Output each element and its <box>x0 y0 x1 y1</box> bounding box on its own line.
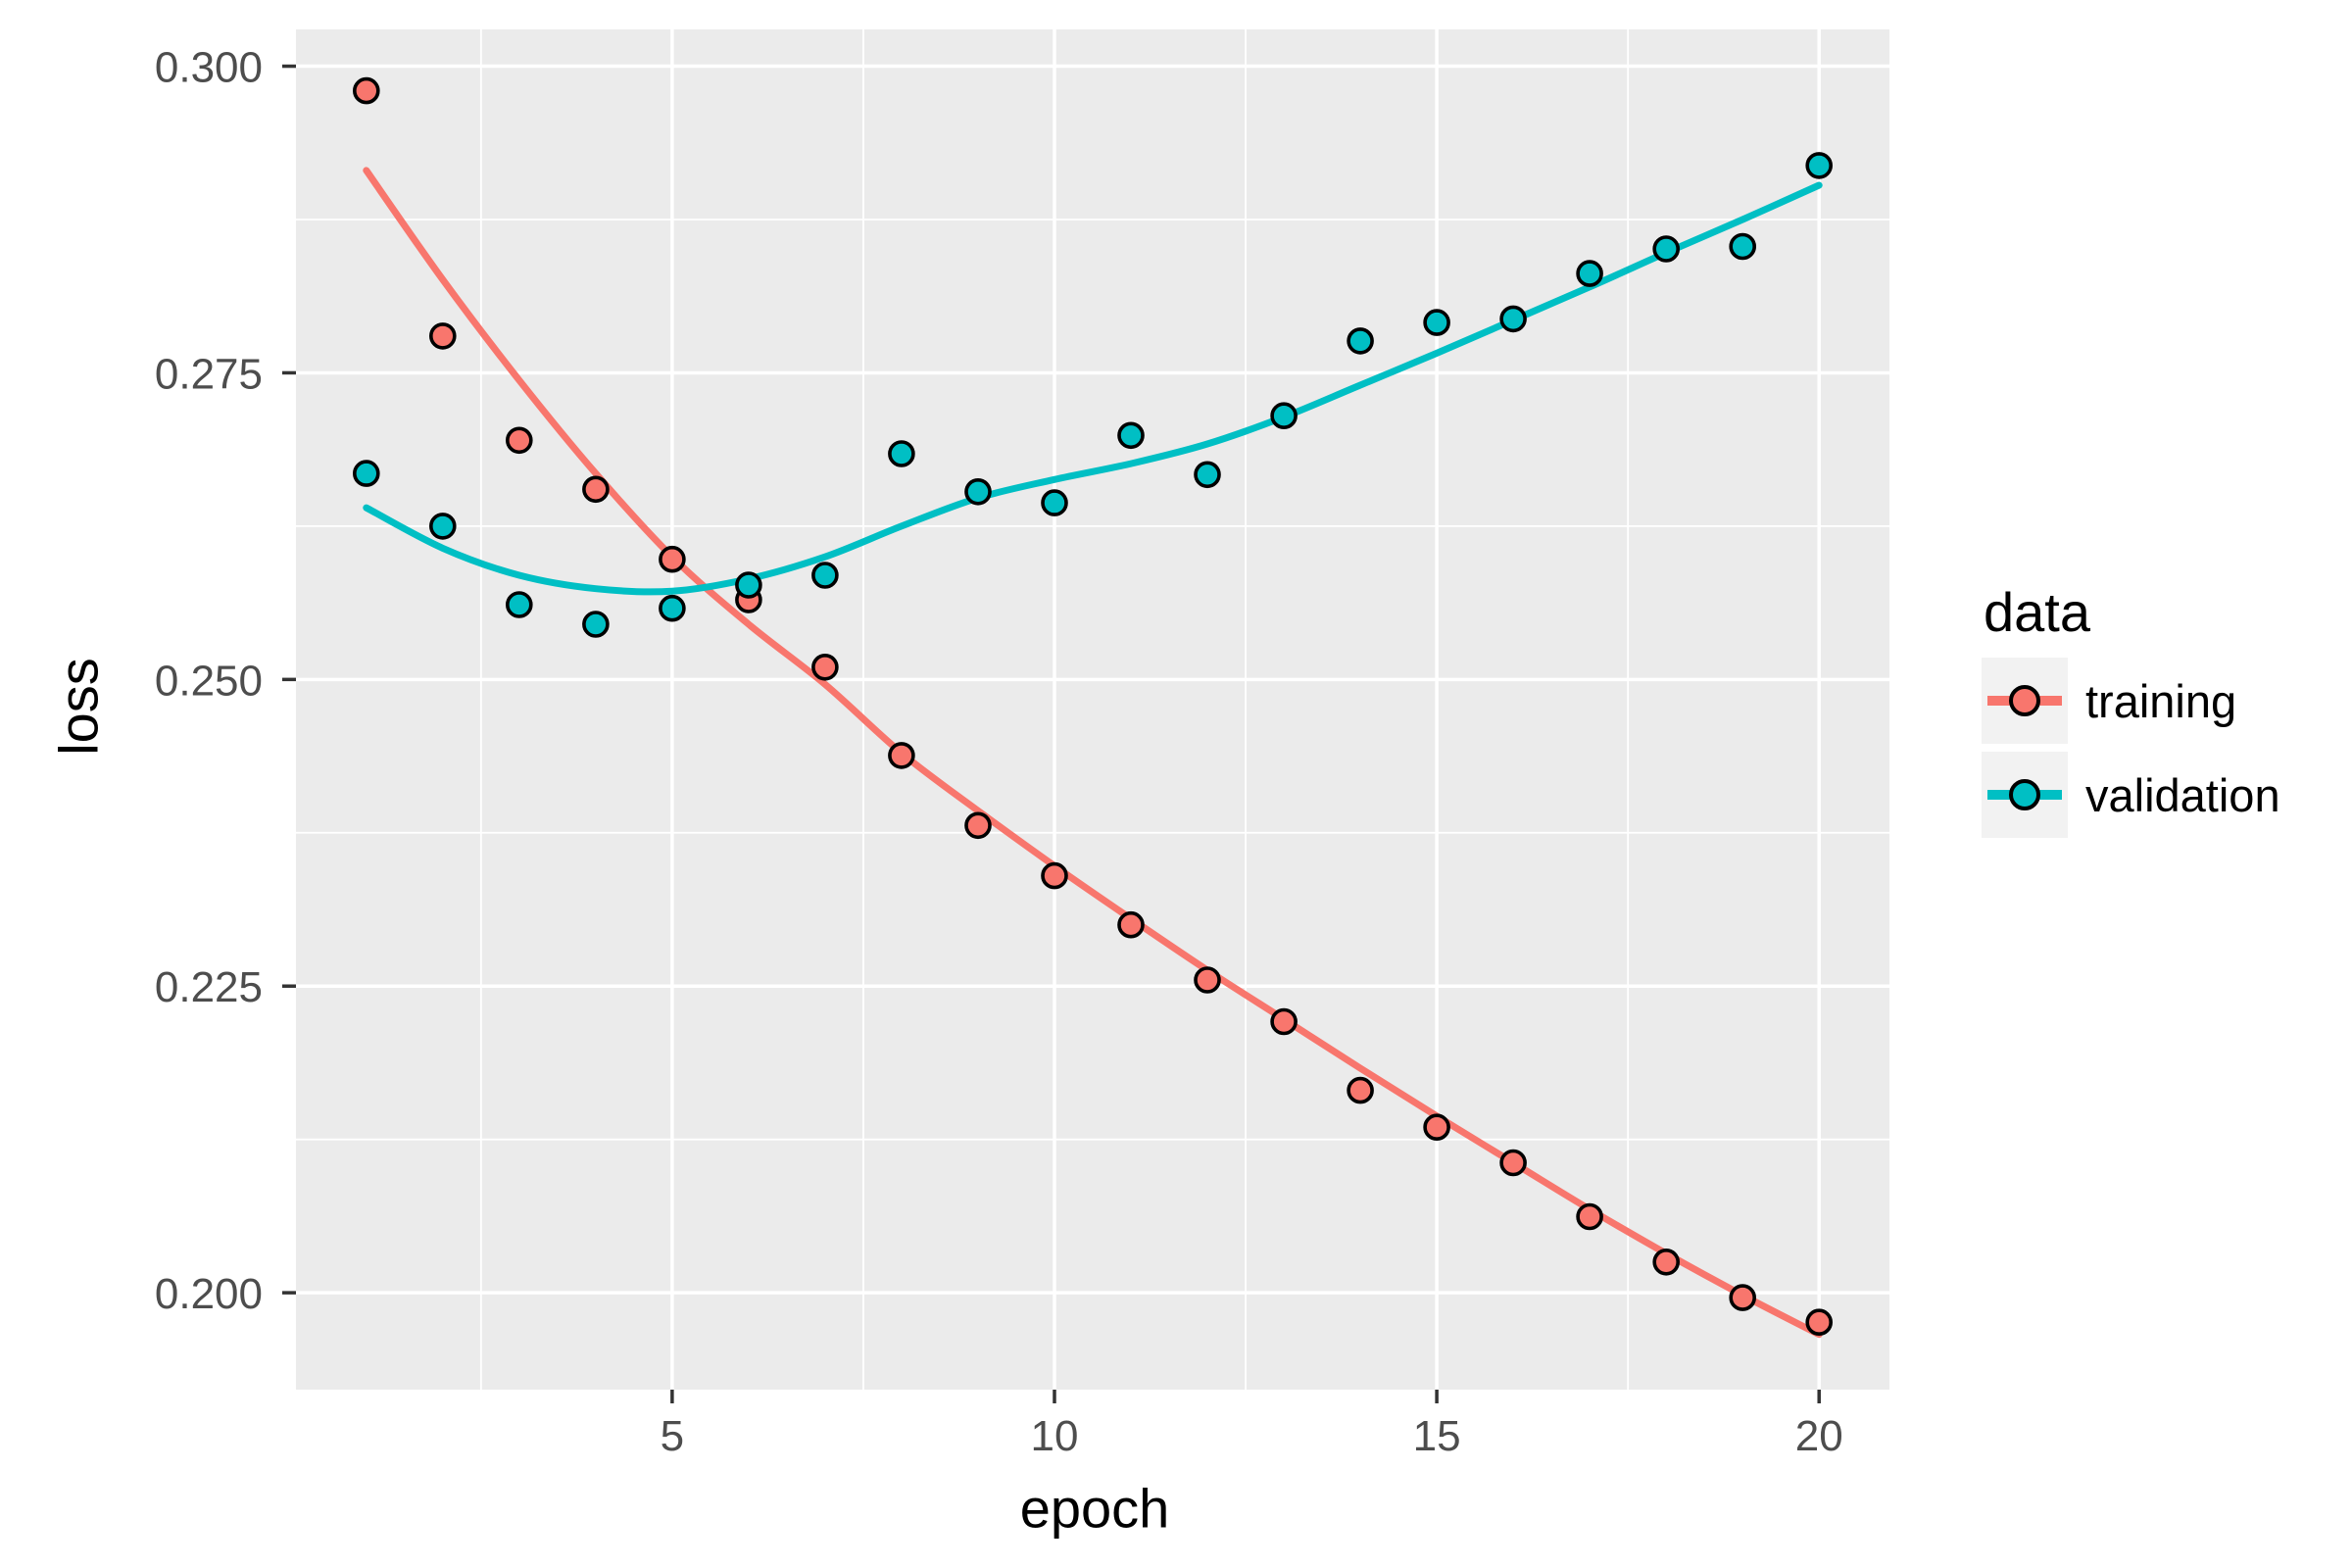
x-axis-title: epoch <box>1019 1477 1170 1540</box>
validation-point <box>1041 489 1068 516</box>
y-axis-title: loss <box>47 658 110 756</box>
training-point <box>1652 1249 1680 1276</box>
y-tick-label: 0.275 <box>155 350 263 398</box>
validation-point-swatch <box>2009 779 2040 810</box>
training-point <box>1729 1284 1756 1311</box>
legend-item-training: training <box>1982 658 2280 744</box>
validation-point <box>659 594 686 622</box>
legend-key-training <box>1982 658 2068 744</box>
training-point <box>659 545 686 573</box>
training-point <box>1270 1007 1298 1036</box>
legend: data training validation <box>1982 580 2280 846</box>
legend-key-validation <box>1982 752 2068 838</box>
validation-point <box>1347 327 1374 355</box>
legend-label-training: training <box>2085 674 2237 727</box>
training-point <box>1499 1149 1527 1177</box>
training-point <box>505 426 533 455</box>
validation-point <box>1423 309 1450 336</box>
training-point <box>428 322 457 350</box>
validation-point <box>1117 421 1145 450</box>
validation-point <box>964 477 992 506</box>
validation-point <box>428 513 457 540</box>
validation-point <box>1576 260 1603 287</box>
validation-point <box>888 440 915 467</box>
validation-point <box>505 591 533 618</box>
validation-point <box>352 460 380 487</box>
legend-item-validation: validation <box>1982 752 2280 838</box>
validation-point <box>811 562 839 589</box>
validation-point <box>1194 461 1221 489</box>
x-tick-label: 20 <box>1795 1412 1843 1460</box>
validation-point <box>1499 305 1527 333</box>
x-tick-label: 15 <box>1413 1412 1461 1460</box>
y-tick-label: 0.200 <box>155 1270 263 1318</box>
training-point <box>1347 1076 1374 1104</box>
x-tick-label: 10 <box>1031 1412 1079 1460</box>
validation-point <box>1729 232 1756 261</box>
validation-point <box>735 571 762 599</box>
legend-title: data <box>1984 581 2090 643</box>
training-point-swatch <box>2009 685 2040 716</box>
training-point <box>1041 861 1068 890</box>
y-tick-label: 0.300 <box>155 44 263 92</box>
training-point <box>964 811 992 840</box>
training-point <box>1423 1113 1450 1141</box>
training-point <box>811 653 839 681</box>
legend-label-validation: validation <box>2085 768 2280 821</box>
y-tick-label: 0.225 <box>155 963 263 1011</box>
training-point <box>1194 966 1221 994</box>
y-tick-label: 0.250 <box>155 657 263 705</box>
x-tick-label: 5 <box>661 1412 684 1460</box>
validation-point <box>582 611 610 638</box>
training-point <box>1805 1308 1833 1336</box>
training-point <box>888 742 915 769</box>
training-point <box>1117 910 1145 939</box>
training-point <box>582 475 610 504</box>
panel-background <box>296 29 1889 1390</box>
validation-point <box>1652 235 1680 263</box>
validation-point <box>1805 152 1833 179</box>
validation-point <box>1270 402 1298 430</box>
training-point <box>352 76 380 105</box>
training-point <box>1576 1202 1603 1231</box>
